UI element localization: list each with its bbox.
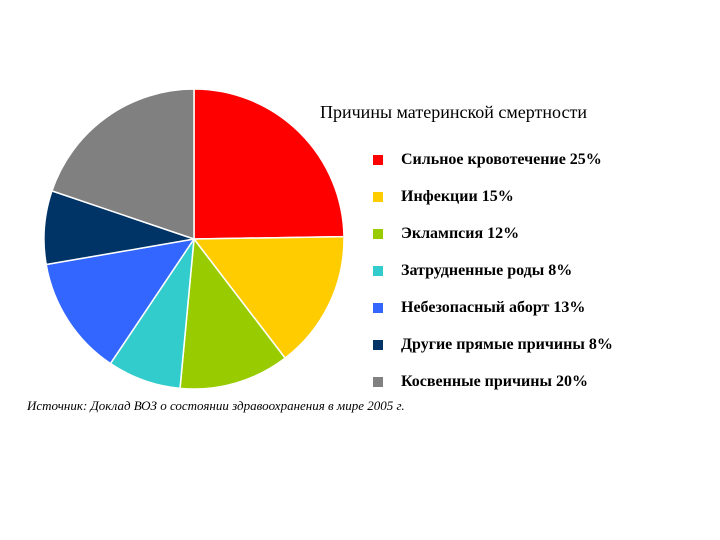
legend-label: Инфекции 15% <box>401 187 514 205</box>
legend-item-1: Сильное кровотечение 25% <box>373 141 613 178</box>
pie-slice-3 <box>179 237 287 390</box>
pie-slice-5 <box>45 237 196 365</box>
legend-label: Затрудненные роды 8% <box>401 261 573 279</box>
legend-item-3: Эклампсия 12% <box>373 215 613 252</box>
legend-swatch <box>373 265 383 276</box>
pie-slice-2 <box>192 235 345 360</box>
legend-label: Другие прямые причины 8% <box>401 335 613 353</box>
legend-swatch <box>373 154 383 165</box>
legend-swatch <box>373 376 383 387</box>
pie-slice-7 <box>50 88 195 241</box>
pie-slice-1 <box>193 88 345 240</box>
legend-label: Небезопасный аборт 13% <box>401 298 586 316</box>
legend-swatch <box>373 302 383 313</box>
legend-swatch <box>373 339 383 350</box>
legend-item-6: Другие прямые причины 8% <box>373 326 613 363</box>
legend-item-5: Небезопасный аборт 13% <box>373 289 613 326</box>
legend-swatch <box>373 228 383 239</box>
legend-item-7: Косвенные причины 20% <box>373 363 613 400</box>
legend-swatch <box>373 191 383 202</box>
legend-item-2: Инфекции 15% <box>373 178 613 215</box>
legend: Сильное кровотечение 25% Инфекции 15% Экла… <box>373 141 613 400</box>
legend-label: Сильное кровотечение 25% <box>401 150 602 168</box>
legend-label: Эклампсия 12% <box>401 224 520 242</box>
source-note: Источник: Доклад ВОЗ о состоянии здравоо… <box>27 398 405 413</box>
chart-title: Причины материнской смертности <box>320 102 587 122</box>
legend-label: Косвенные причины 20% <box>401 372 588 390</box>
legend-item-4: Затрудненные роды 8% <box>373 252 613 289</box>
